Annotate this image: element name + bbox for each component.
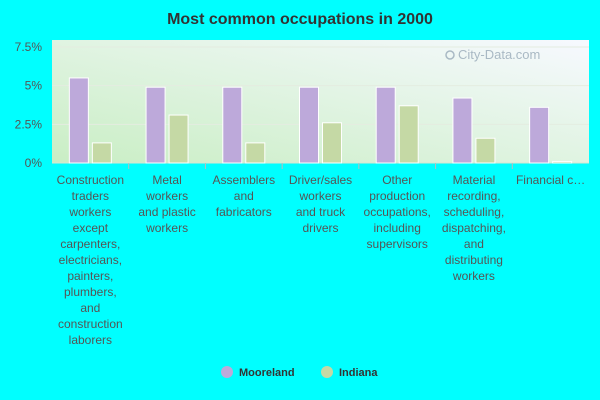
bar-mooreland-6 [529, 106, 550, 164]
bar-indiana-1 [168, 114, 189, 164]
bar-indiana-0 [91, 142, 112, 164]
x-axis-ticks: Construction traders workers except carpente… [57, 173, 586, 347]
bar-indiana-2 [245, 142, 266, 164]
gridlines [52, 46, 589, 164]
legend-swatch-indiana [321, 366, 333, 378]
x-tick-label: Construction traders workers except carpente… [57, 173, 124, 347]
y-tick-label: 5% [25, 79, 43, 93]
y-tick-label: 0% [25, 156, 43, 170]
bar-indiana-3 [322, 122, 342, 164]
legend-swatch-mooreland [221, 366, 233, 378]
bar-indiana-4 [398, 105, 419, 164]
bar-mooreland-2 [222, 86, 243, 164]
legend: Mooreland Indiana [221, 366, 378, 379]
bar-indiana-5 [475, 137, 496, 164]
bars [68, 77, 573, 169]
plot-area [52, 40, 589, 163]
x-tick-label: Driver/sales workers and truck drivers [289, 173, 352, 235]
x-tick-label: Financial c… [516, 173, 585, 187]
y-tick-label: 7.5% [15, 40, 43, 54]
legend-label-mooreland: Mooreland [239, 367, 295, 379]
watermark-magnifier-icon [445, 50, 455, 60]
legend-label-indiana: Indiana [339, 367, 378, 379]
bar-indiana-6 [552, 160, 573, 164]
chart-title: Most common occupations in 2000 [167, 11, 433, 28]
y-axis-ticks: 0% 2.5% 5% 7.5% [15, 40, 43, 170]
bar-mooreland-0 [68, 77, 89, 164]
bar-mooreland-1 [145, 86, 166, 164]
x-tick-label: Material recording, scheduling, dispatching… [442, 173, 506, 283]
x-tick-label: Other production occupations, including supe… [364, 173, 431, 251]
watermark: City-Data.com [445, 47, 540, 62]
y-tick-label: 2.5% [15, 117, 43, 131]
watermark-text: City-Data.com [458, 47, 540, 62]
bar-mooreland-3 [299, 86, 319, 164]
x-tick-label: Metal workers and plastic workers [138, 173, 195, 235]
x-tick-label: Assemblers and fabricators [212, 173, 275, 219]
bar-mooreland-5 [452, 97, 473, 164]
bar-mooreland-4 [375, 86, 396, 164]
